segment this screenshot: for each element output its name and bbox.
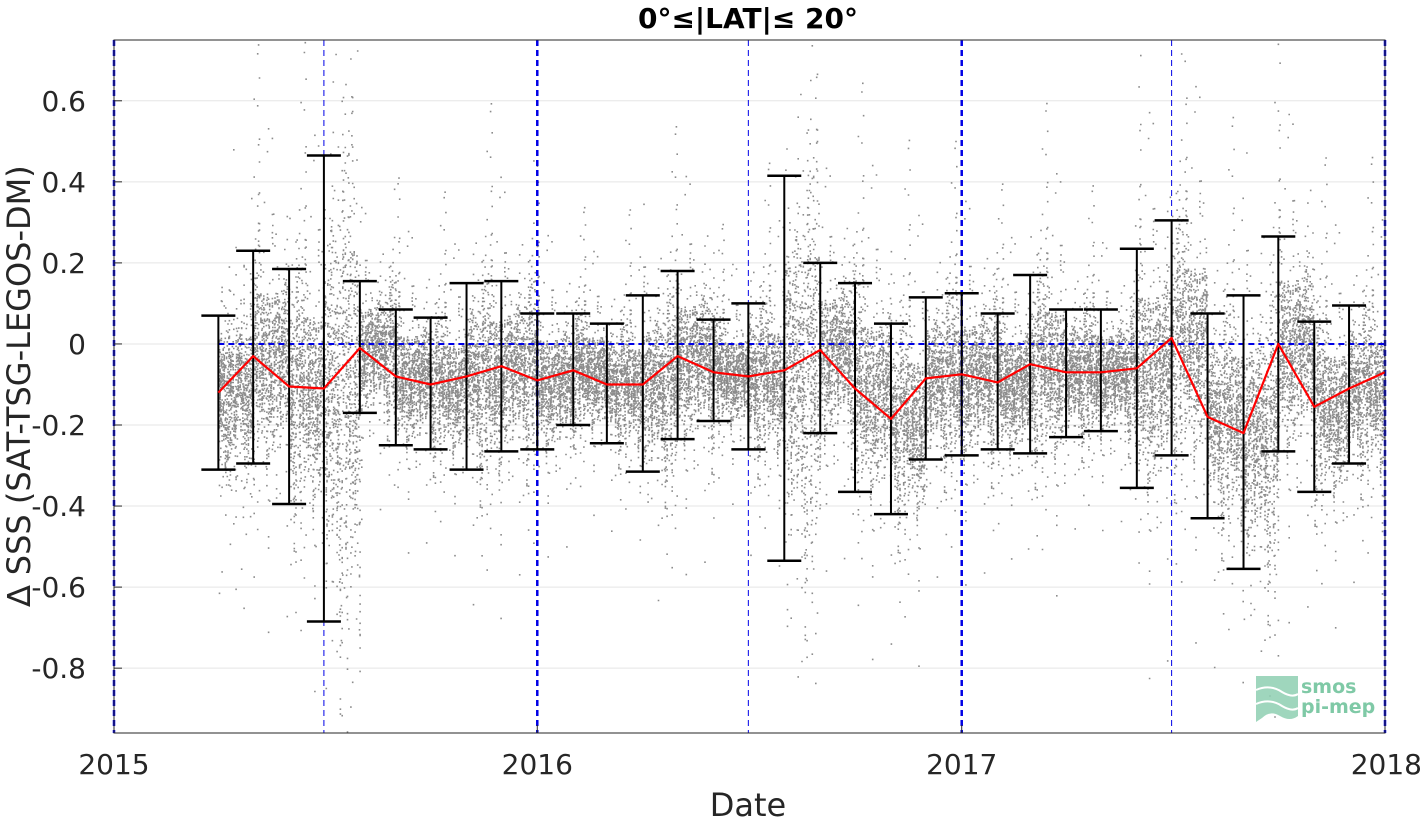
smos-pi-mep-logo: smos pi-mep bbox=[1255, 676, 1375, 722]
scatter-points bbox=[218, 41, 1387, 733]
logo-line2: pi-mep bbox=[1301, 696, 1375, 718]
scatter-cloud bbox=[218, 41, 1387, 733]
y-tick-label: -0.2 bbox=[31, 409, 86, 442]
mean-line-series bbox=[217, 336, 1386, 435]
mean-line bbox=[217, 336, 1386, 435]
y-tick-label: 0.2 bbox=[41, 247, 86, 280]
x-tick-label: 2018 bbox=[1351, 748, 1422, 781]
y-tick-label: 0.4 bbox=[41, 166, 86, 199]
y-tick-label: -0.6 bbox=[31, 571, 86, 604]
x-tick-label: 2017 bbox=[926, 748, 997, 781]
x-tick-label: 2016 bbox=[502, 748, 573, 781]
x-axis-title: Date bbox=[710, 786, 786, 819]
y-tick-label: 0 bbox=[68, 328, 86, 361]
logo-line1: smos bbox=[1301, 676, 1356, 698]
waves-logo-icon bbox=[1255, 676, 1299, 722]
y-axis-title: ∆ SSS (SAT-TSG-LEGOS-DM) bbox=[0, 165, 38, 608]
y-tick-label: 0.6 bbox=[41, 85, 86, 118]
chart-title: 0°≤|LAT|≤ 20° bbox=[638, 2, 858, 35]
x-axis-ticks: 2015 2016 2017 2018 bbox=[78, 725, 1422, 781]
plot-frame bbox=[113, 39, 1386, 734]
y-tick-label: -0.8 bbox=[31, 652, 86, 685]
y-tick-label: -0.4 bbox=[31, 490, 86, 523]
x-tick-label: 2015 bbox=[78, 748, 149, 781]
y-axis-ticks: 0.6 0.4 0.2 0 -0.2 -0.4 -0.6 -0.8 bbox=[31, 85, 122, 685]
